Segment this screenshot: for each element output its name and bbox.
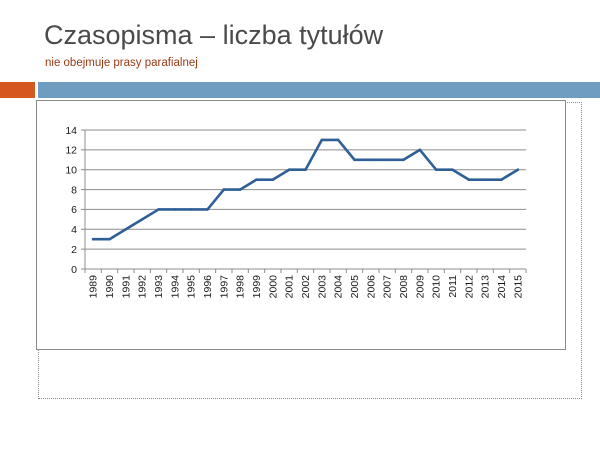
x-tick-label: 2001 bbox=[284, 275, 296, 299]
y-tick-label: 8 bbox=[71, 184, 77, 196]
data-point bbox=[385, 158, 389, 162]
y-tick-label: 12 bbox=[65, 145, 77, 157]
data-point bbox=[467, 178, 471, 181]
x-tick-label: 1993 bbox=[153, 275, 165, 299]
x-tick-label: 2008 bbox=[398, 275, 410, 299]
x-tick-label: 1996 bbox=[202, 275, 214, 299]
y-tick-label: 14 bbox=[65, 125, 77, 137]
x-tick-label: 2002 bbox=[300, 275, 312, 299]
data-point bbox=[336, 138, 340, 142]
line-chart: 0 2 4 6 8 10 12 14 1989 1990 1991 1992 1993 1994 1995… bbox=[65, 125, 527, 299]
x-tick-label: 1991 bbox=[120, 275, 132, 299]
y-gridlines bbox=[81, 129, 526, 270]
data-point bbox=[206, 208, 209, 211]
x-tick-label: 1990 bbox=[104, 275, 116, 299]
slide-subtitle: nie obejmuje prasy parafialnej bbox=[45, 57, 198, 69]
data-point bbox=[483, 178, 487, 181]
data-point bbox=[320, 138, 324, 142]
data-point bbox=[189, 208, 193, 211]
data-point bbox=[140, 218, 144, 221]
data-point bbox=[451, 168, 454, 172]
data-point bbox=[418, 148, 422, 152]
x-tick-label: 1998 bbox=[235, 275, 247, 299]
accent-bar-blue bbox=[38, 82, 600, 98]
data-point bbox=[91, 237, 95, 241]
series-group bbox=[91, 138, 520, 241]
x-tick-label: 2009 bbox=[414, 275, 426, 299]
x-tick-label: 2006 bbox=[365, 275, 377, 299]
slide-title: Czasopisma – liczba tytułów bbox=[44, 20, 384, 50]
data-point bbox=[271, 178, 275, 181]
data-point bbox=[222, 188, 226, 191]
x-tick-label: 2004 bbox=[333, 275, 345, 299]
x-tick-label: 1994 bbox=[169, 275, 181, 299]
x-tick-label: 2003 bbox=[316, 275, 328, 299]
data-point bbox=[353, 158, 356, 162]
x-tick-label: 2000 bbox=[267, 275, 279, 299]
data-point bbox=[516, 168, 520, 172]
x-tick-label: 2014 bbox=[496, 275, 508, 299]
data-point bbox=[402, 158, 405, 162]
data-point bbox=[434, 168, 438, 172]
x-tick-label: 2010 bbox=[431, 275, 443, 299]
x-tick-label: 2012 bbox=[463, 275, 475, 299]
y-tick-label: 10 bbox=[65, 165, 77, 177]
x-axis-labels: 1989 1990 1991 1992 1993 1994 1995 1996 1997 1998… bbox=[88, 275, 525, 299]
x-tick-label: 2013 bbox=[480, 275, 492, 299]
data-point bbox=[173, 208, 177, 211]
data-point bbox=[500, 178, 503, 181]
x-tick-label: 1989 bbox=[88, 275, 100, 299]
x-tick-label: 2015 bbox=[512, 275, 524, 299]
x-tick-label: 2005 bbox=[349, 275, 361, 299]
y-tick-label: 6 bbox=[71, 204, 77, 216]
y-tick-label: 2 bbox=[71, 244, 77, 256]
y-tick-label: 0 bbox=[71, 264, 77, 276]
x-tick-label: 1999 bbox=[251, 275, 263, 299]
data-point bbox=[238, 188, 242, 191]
data-point bbox=[124, 227, 128, 231]
y-axis-labels: 0 2 4 6 8 10 12 14 bbox=[65, 125, 77, 276]
x-tick-label: 1992 bbox=[137, 275, 149, 299]
data-point bbox=[157, 208, 160, 211]
x-tick-label: 1997 bbox=[218, 275, 230, 299]
x-axis bbox=[84, 130, 527, 273]
y-tick-label: 4 bbox=[71, 224, 77, 236]
x-tick-label: 2011 bbox=[447, 275, 459, 298]
accent-bar-orange bbox=[0, 82, 35, 98]
x-tick-label: 2007 bbox=[382, 275, 394, 299]
data-point bbox=[108, 237, 111, 241]
x-tick-label: 1995 bbox=[186, 275, 198, 299]
data-point bbox=[369, 158, 373, 162]
chart-container: 0 2 4 6 8 10 12 14 1989 1990 1991 1992 1993 1994 1995… bbox=[36, 100, 566, 350]
data-point bbox=[287, 168, 291, 172]
data-point bbox=[255, 178, 258, 181]
data-point bbox=[304, 168, 307, 172]
